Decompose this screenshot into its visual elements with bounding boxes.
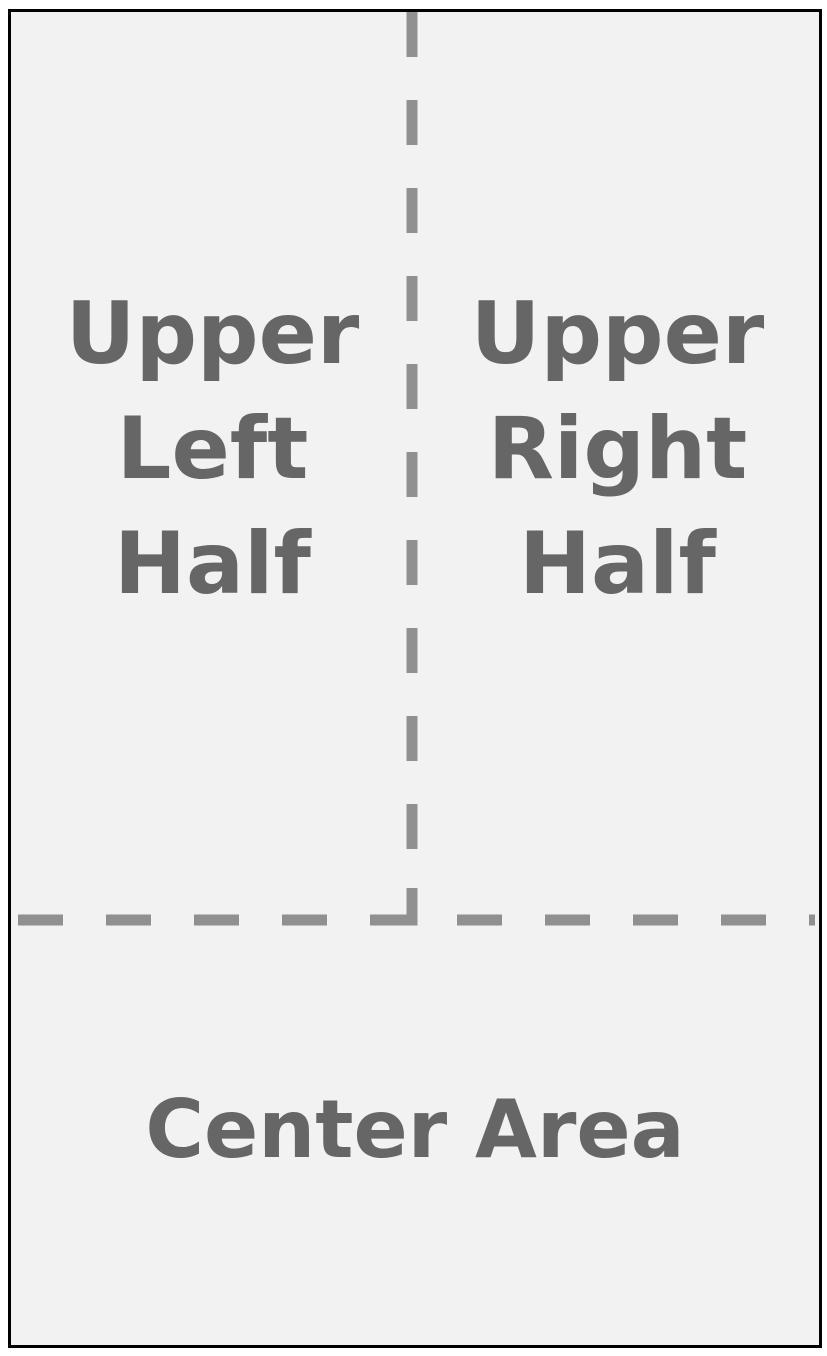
upper-right-half-label: Upper Right Half: [420, 277, 815, 622]
divider-corner: [370, 888, 418, 926]
upper-left-line-3: Half: [114, 514, 311, 614]
upper-left-line-1: Upper: [65, 284, 360, 384]
center-area-label: Center Area: [11, 1070, 819, 1190]
upper-right-line-3: Half: [519, 514, 716, 614]
upper-left-line-2: Left: [116, 399, 309, 499]
upper-right-line-1: Upper: [470, 284, 765, 384]
center-area-text: Center Area: [145, 1083, 685, 1176]
upper-right-line-2: Right: [487, 399, 748, 499]
upper-left-half-label: Upper Left Half: [20, 277, 405, 622]
